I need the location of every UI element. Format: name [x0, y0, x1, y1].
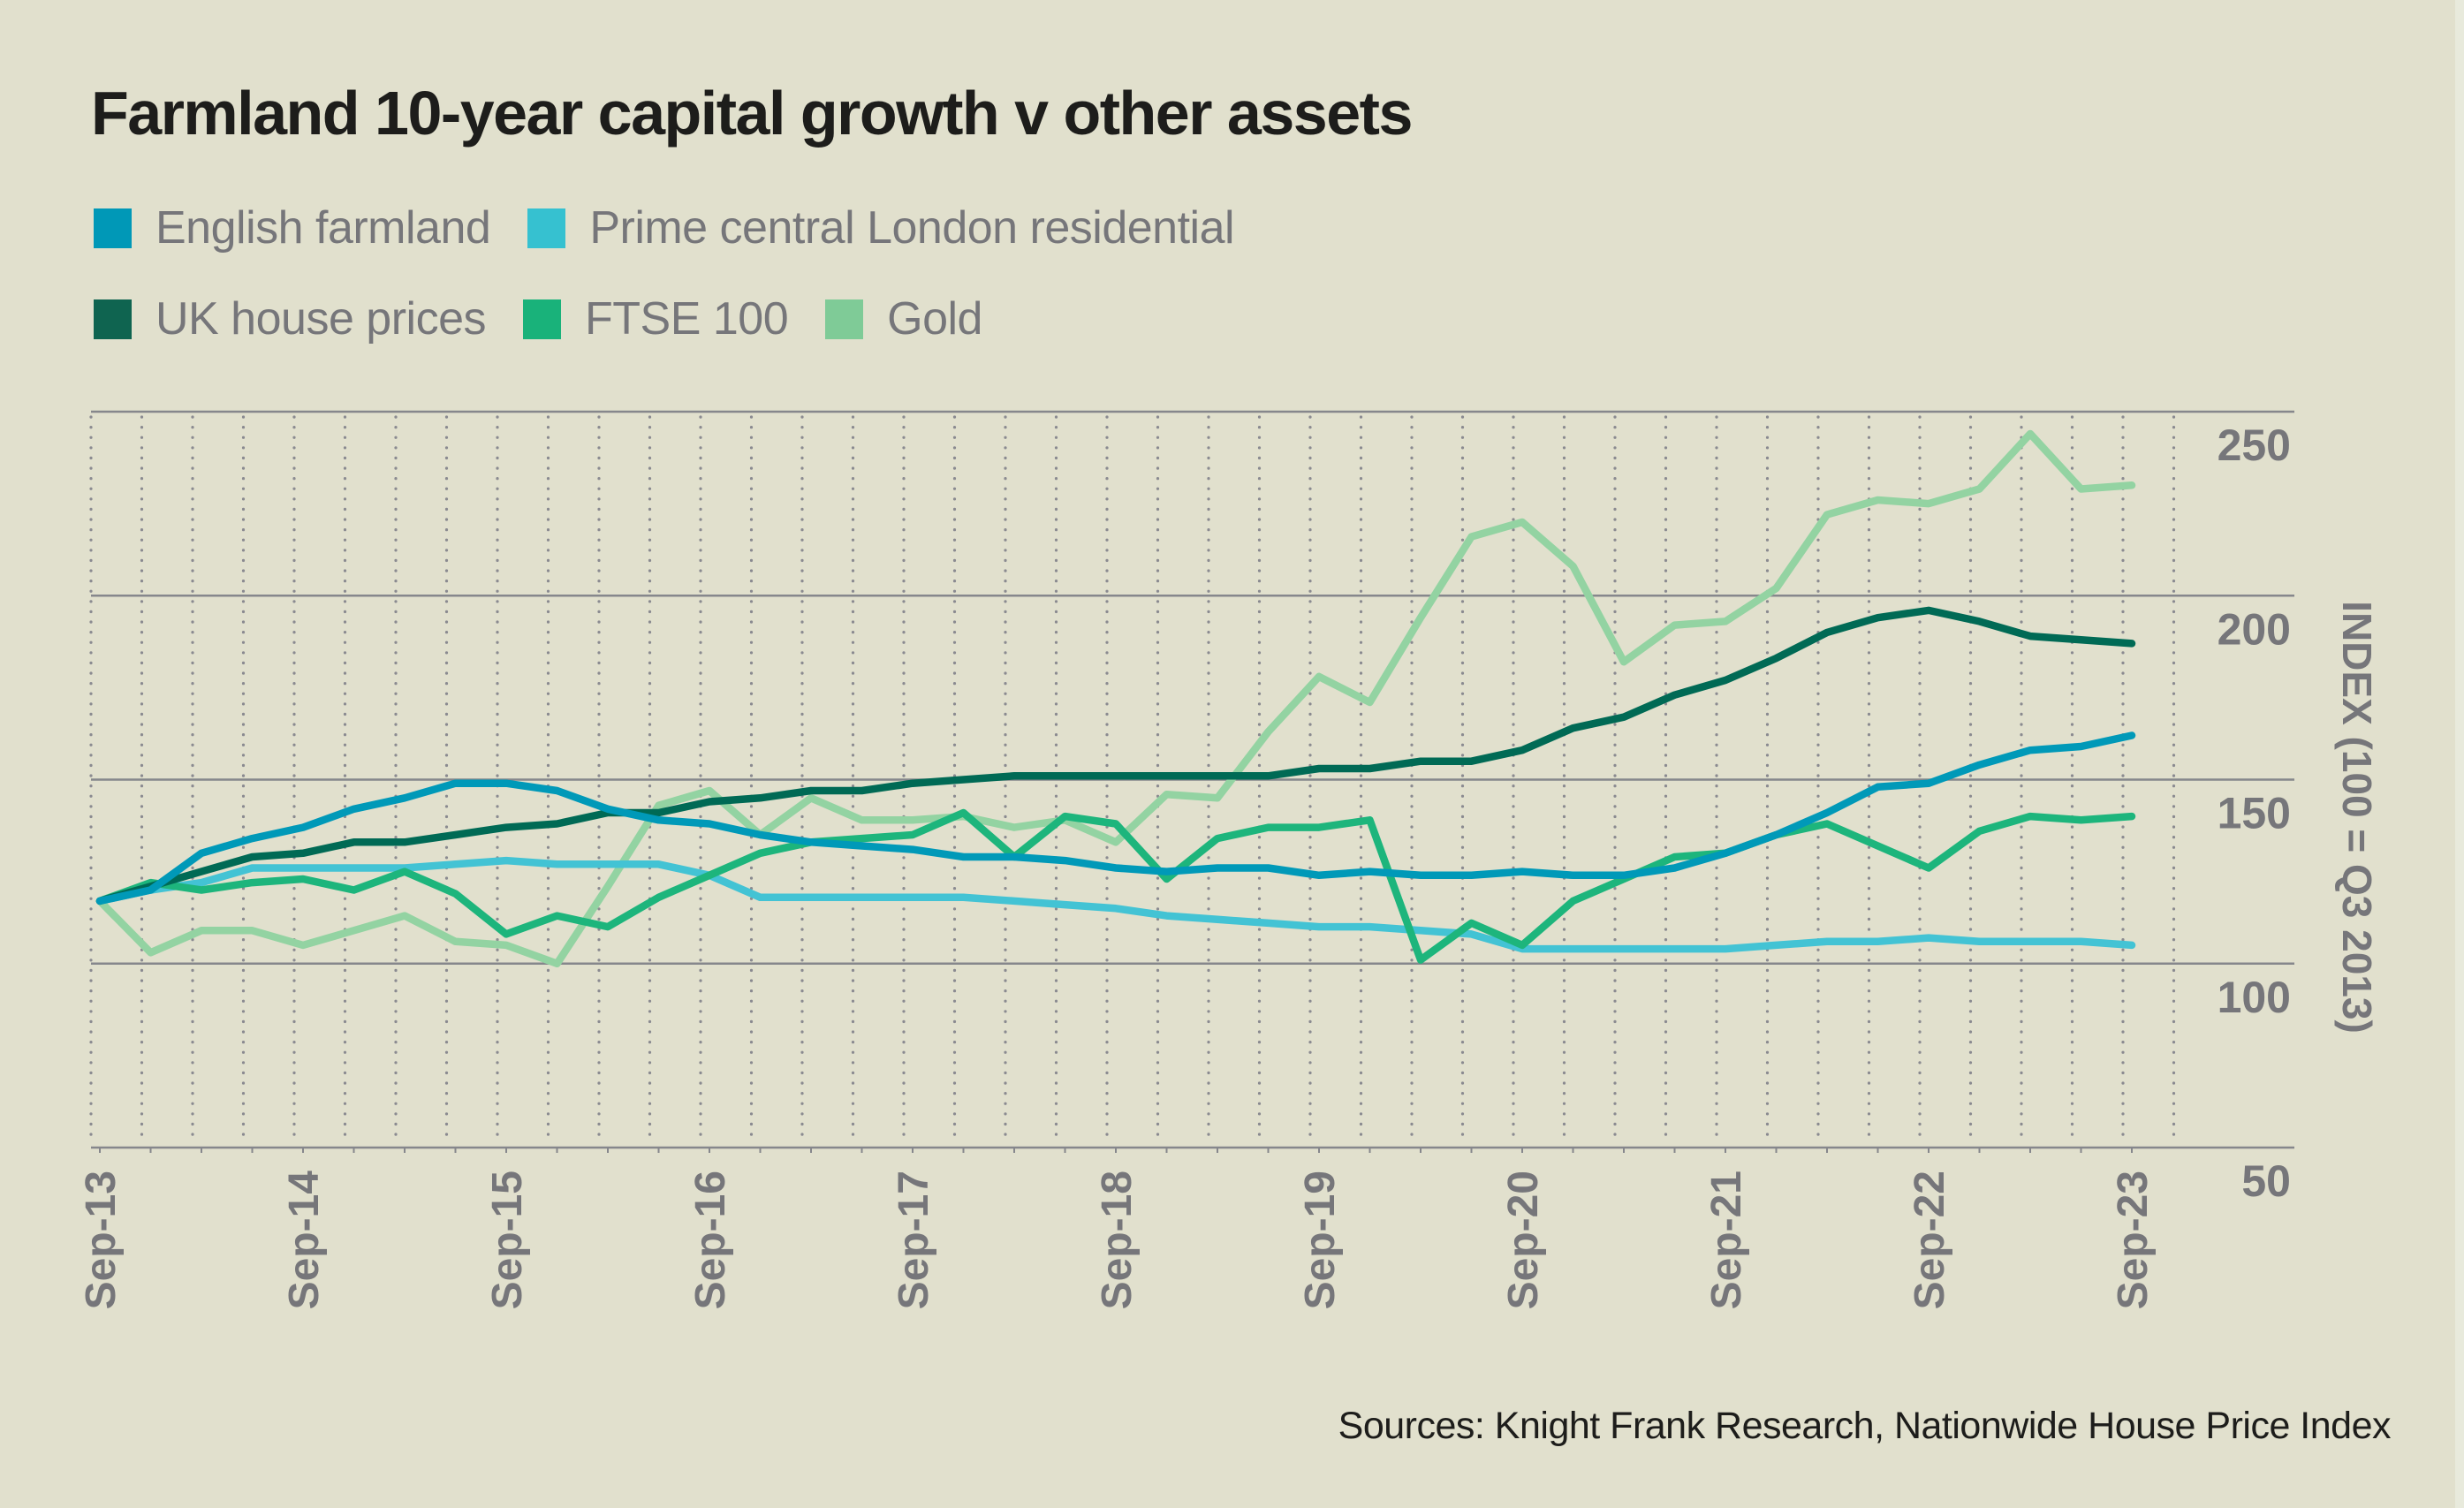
legend-swatch-pcl-residential [527, 208, 566, 248]
legend-label-gold: Gold [887, 293, 982, 345]
y-tick-label: 50 [2241, 1156, 2291, 1206]
legend-row-2: UK house prices FTSE 100 Gold [94, 287, 1271, 351]
legend-swatch-english-farmland [94, 208, 132, 248]
series-line-uk-house-prices [95, 606, 2136, 906]
x-tick-label: Sep-13 [78, 1171, 125, 1309]
x-axis-ticks: Sep-13 Sep-14 Sep-15 Sep-16 Sep-17 Sep-18 Sep-… [78, 1148, 2157, 1309]
legend-label-uk-house-prices: UK house prices [155, 293, 487, 345]
legend-label-ftse-100: FTSE 100 [585, 293, 789, 345]
x-tick-label: Sep-19 [1297, 1171, 1344, 1309]
series-lines [95, 429, 2136, 968]
y-tick-label: 150 [2218, 789, 2291, 838]
legend-item-uk-house-prices: UK house prices [94, 292, 487, 345]
y-tick-label: 100 [2218, 973, 2291, 1022]
legend-label-pcl-residential: Prime central London residential [589, 202, 1235, 254]
legend-item-english-farmland: English farmland [94, 201, 491, 254]
legend-row-1: English farmland Prime central London re… [94, 196, 1271, 260]
legend-swatch-ftse-100 [523, 299, 562, 339]
x-tick-label: Sep-18 [1094, 1171, 1141, 1309]
vertical-gridlines [89, 415, 2176, 1146]
legend-swatch-uk-house-prices [94, 299, 132, 339]
legend-item-ftse-100: FTSE 100 [523, 292, 789, 345]
y-axis-ticks: 250 200 150 100 50 [2218, 421, 2291, 1206]
x-tick-label: Sep-20 [1500, 1171, 1547, 1309]
frame-edge [2455, 0, 2464, 1508]
source-note: Sources: Knight Frank Research, Nationwi… [1338, 1405, 2392, 1447]
series-line-english-farmland [95, 731, 2136, 906]
y-tick-label: 200 [2218, 604, 2291, 654]
legend-swatch-gold [825, 299, 864, 339]
x-tick-label: Sep-22 [1907, 1171, 1953, 1309]
x-tick-label: Sep-17 [891, 1171, 937, 1309]
x-tick-label: Sep-14 [281, 1171, 328, 1310]
legend: English farmland Prime central London re… [94, 196, 1271, 378]
y-tick-label: 250 [2218, 421, 2291, 470]
chart-title: Farmland 10-year capital growth v other … [91, 79, 1413, 148]
series-line-gold [95, 429, 2136, 968]
legend-item-gold: Gold [825, 292, 982, 345]
x-tick-label: Sep-15 [484, 1171, 531, 1309]
legend-label-english-farmland: English farmland [155, 202, 491, 254]
x-tick-label: Sep-21 [1703, 1171, 1750, 1309]
y-axis-title: INDEX (100 = Q3 2013) [2334, 601, 2380, 1034]
x-tick-label: Sep-23 [2110, 1171, 2157, 1309]
x-tick-label: Sep-16 [687, 1171, 734, 1309]
legend-item-pcl-residential: Prime central London residential [527, 201, 1235, 254]
series-line-prime-central-london-residential [95, 856, 2136, 953]
